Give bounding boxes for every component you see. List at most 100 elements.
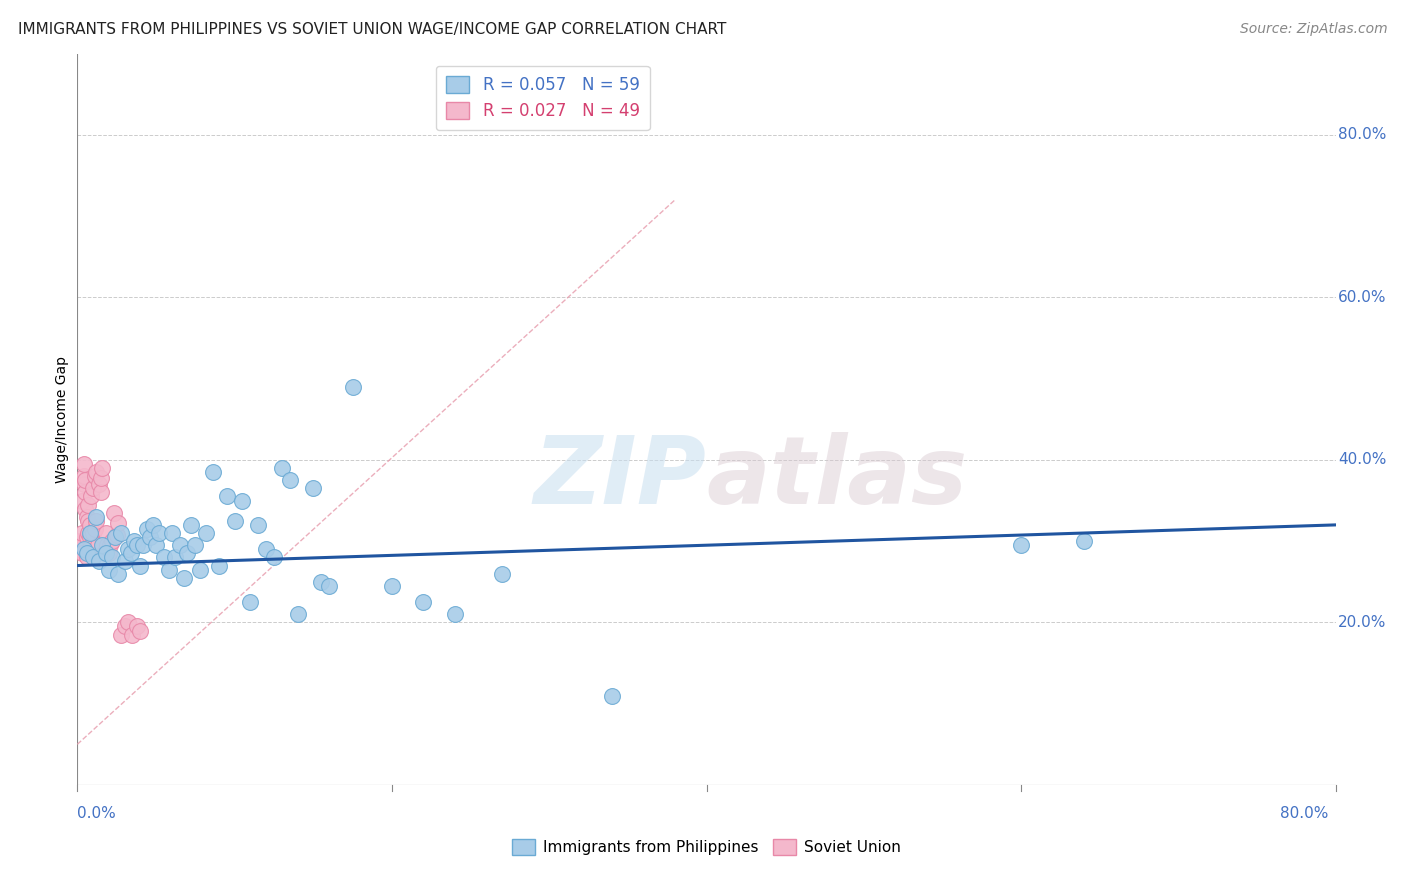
Point (491, 566, 513, 581)
Point (254, 542, 277, 557)
Point (97, 546, 120, 560)
Point (76, 546, 98, 560)
Text: Source: ZipAtlas.com: Source: ZipAtlas.com (1240, 22, 1388, 37)
Point (96, 538, 118, 552)
Point (80, 538, 103, 552)
Point (129, 558, 152, 573)
Point (195, 526, 218, 541)
Point (132, 538, 155, 552)
Point (70, 546, 93, 560)
Y-axis label: Wage/Income Gap: Wage/Income Gap (55, 356, 69, 483)
Point (101, 550, 124, 565)
Point (263, 550, 285, 565)
Point (69, 534, 91, 549)
Point (87, 538, 110, 552)
Point (114, 619, 136, 633)
Point (103, 506, 125, 520)
Point (107, 566, 129, 581)
Point (239, 595, 262, 609)
Point (110, 627, 132, 641)
Point (89, 477, 111, 491)
Point (309, 574, 332, 589)
Point (72, 457, 94, 471)
Point (84, 514, 107, 528)
Point (215, 490, 238, 504)
Point (224, 514, 246, 528)
Text: 0.0%: 0.0% (77, 806, 117, 821)
Point (270, 461, 292, 475)
Point (79, 526, 101, 541)
Point (90, 485, 112, 500)
Point (72, 477, 94, 491)
Point (75, 501, 97, 516)
Legend: R = 0.057   N = 59, R = 0.027   N = 49: R = 0.057 N = 59, R = 0.027 N = 49 (436, 65, 650, 130)
Point (412, 595, 434, 609)
Point (77, 526, 100, 541)
Point (72, 469, 94, 483)
Point (444, 607, 467, 622)
Point (79, 517, 101, 532)
Point (173, 571, 195, 585)
Point (208, 558, 231, 573)
Point (83, 522, 105, 536)
Point (1010, 538, 1032, 552)
Point (79, 530, 101, 544)
Text: 80.0%: 80.0% (1281, 806, 1329, 821)
Point (91, 538, 114, 552)
Point (83, 469, 105, 483)
Point (94, 546, 117, 560)
Point (381, 579, 404, 593)
Point (70, 526, 93, 541)
Point (76, 550, 98, 565)
Point (69, 542, 91, 557)
Point (82, 526, 104, 541)
Point (318, 579, 340, 593)
Point (97, 563, 120, 577)
Point (153, 550, 176, 565)
Point (80, 490, 103, 504)
Point (176, 546, 198, 560)
Point (114, 554, 136, 568)
Point (67, 538, 90, 552)
Point (101, 534, 124, 549)
Text: 20.0%: 20.0% (1339, 615, 1386, 630)
Point (163, 550, 186, 565)
Point (231, 493, 253, 508)
Point (93, 546, 115, 560)
Point (142, 517, 165, 532)
Point (342, 380, 364, 394)
Point (77, 514, 100, 528)
Point (94, 526, 117, 541)
Point (184, 538, 207, 552)
Point (98, 538, 121, 552)
Point (129, 624, 152, 638)
Point (160, 526, 183, 541)
Point (188, 563, 211, 577)
Point (127, 538, 149, 552)
Point (247, 517, 270, 532)
Point (148, 526, 170, 541)
Point (120, 546, 142, 560)
Text: atlas: atlas (707, 432, 967, 524)
Point (82, 550, 104, 565)
Text: 60.0%: 60.0% (1339, 290, 1386, 305)
Point (72, 542, 94, 557)
Point (84, 465, 107, 479)
Point (1073, 534, 1095, 549)
Point (157, 563, 180, 577)
Point (287, 607, 309, 622)
Point (600, 689, 623, 703)
Point (117, 615, 139, 630)
Point (135, 522, 157, 536)
Point (79, 546, 101, 560)
Point (117, 542, 139, 557)
Point (84, 509, 107, 524)
Point (122, 534, 145, 549)
Point (91, 461, 114, 475)
Point (75, 473, 97, 487)
Point (110, 526, 132, 541)
Point (107, 516, 129, 531)
Point (77, 498, 100, 512)
Point (76, 509, 98, 524)
Point (138, 530, 160, 544)
